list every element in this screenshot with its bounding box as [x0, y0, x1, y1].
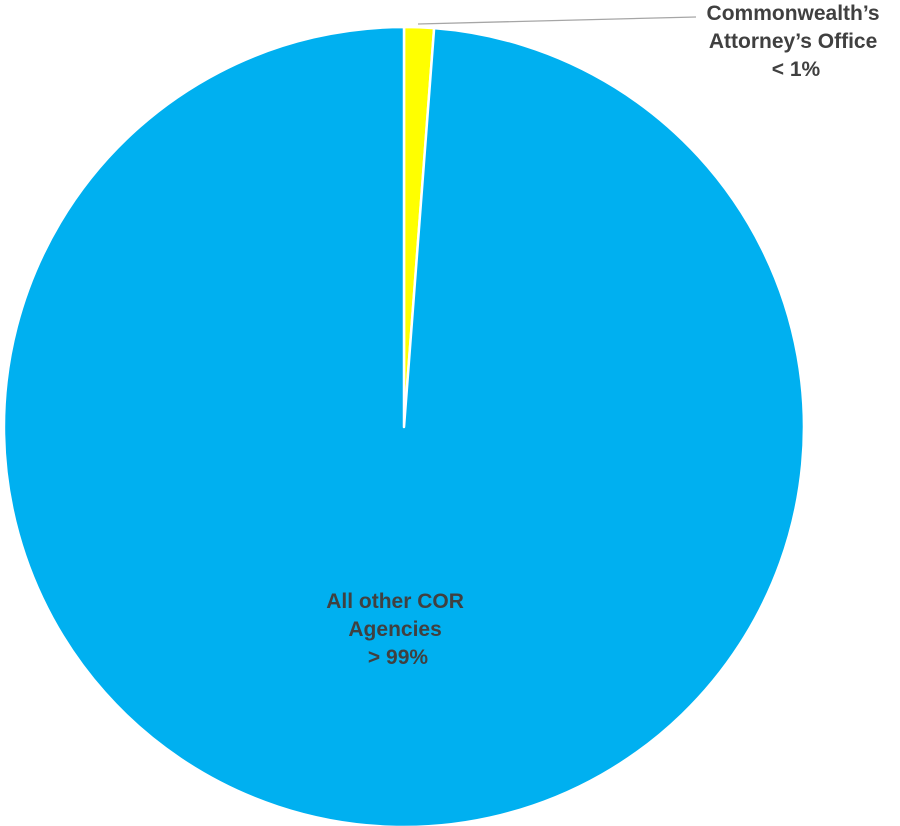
slice-label-line: Attorney’s Office	[709, 30, 877, 53]
pie-slice-all-other-cor-agencies	[2, 25, 806, 826]
slice-label-commonwealths-attorneys-office: Commonwealth’s Attorney’s Office < 1%	[707, 2, 886, 81]
slice-label-line: Commonwealth’s	[707, 2, 880, 25]
pie-slices	[2, 25, 806, 826]
slice-label-all-other-cor-agencies: All other COR Agencies > 99%	[326, 590, 470, 669]
slice-label-value: > 99%	[368, 646, 428, 669]
slice-label-line: All other COR	[326, 590, 464, 613]
leader-line-commonwealths-attorneys-office	[417, 16, 697, 25]
svg-text:All other COR Agencies: All other COR Agencies > 99%	[326, 590, 470, 669]
slice-label-value: < 1%	[772, 58, 821, 81]
svg-text:Commonwealth’s Attorney’: Commonwealth’s Attorney’s Office < 1%	[707, 2, 886, 81]
slice-label-line: Agencies	[348, 618, 441, 641]
